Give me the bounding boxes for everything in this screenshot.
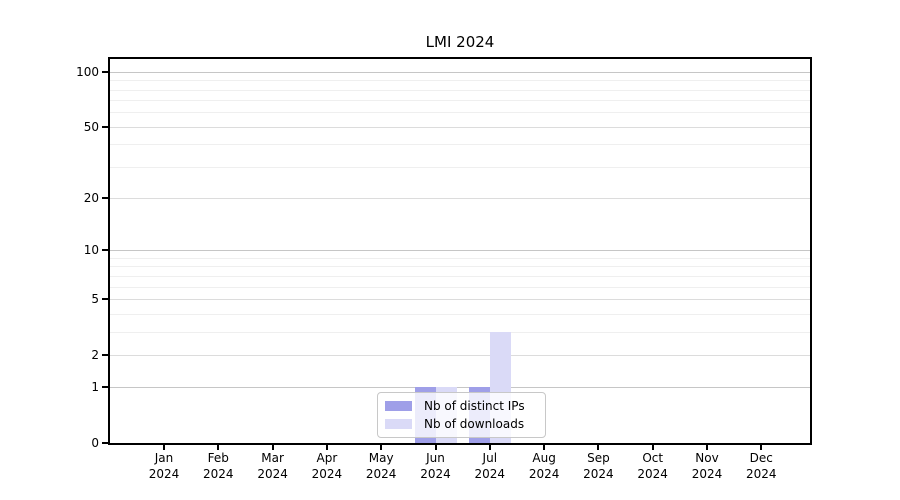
x-tick-label: May 2024 bbox=[365, 451, 397, 481]
x-tick bbox=[488, 445, 491, 450]
chart-title: LMI 2024 bbox=[425, 33, 495, 51]
y-tick-label: 100 bbox=[76, 64, 99, 79]
y-gridline-major bbox=[110, 387, 810, 389]
legend-item-downloads: Nb of downloads bbox=[385, 417, 537, 431]
y-gridline-major bbox=[110, 298, 810, 300]
plot-area: Nb of distinct IPs Nb of downloads bbox=[108, 57, 812, 445]
bar-layer bbox=[110, 59, 810, 443]
x-tick-label: Feb 2024 bbox=[203, 451, 234, 481]
y-gridline-minor bbox=[110, 112, 810, 114]
x-tick-label: Jul 2024 bbox=[474, 451, 506, 481]
x-tick bbox=[217, 445, 220, 450]
x-tick bbox=[434, 445, 437, 450]
y-tick-label: 50 bbox=[83, 119, 99, 134]
x-tick bbox=[271, 445, 274, 450]
x-tick bbox=[597, 445, 600, 450]
x-tick-label: Jun 2024 bbox=[420, 451, 451, 481]
y-gridline-minor bbox=[110, 266, 810, 268]
y-gridline-minor bbox=[110, 100, 810, 102]
y-gridline-minor bbox=[110, 166, 810, 168]
x-tick-label: Dec 2024 bbox=[746, 451, 777, 481]
x-tick-label: Nov 2024 bbox=[691, 451, 723, 481]
y-tick-label: 10 bbox=[83, 243, 99, 258]
y-gridline-minor bbox=[110, 286, 810, 288]
y-gridline-minor bbox=[110, 275, 810, 277]
y-tick-label: 2 bbox=[91, 347, 99, 362]
y-gridline-minor bbox=[110, 89, 810, 91]
x-tick-label: Mar 2024 bbox=[257, 451, 288, 481]
legend: Nb of distinct IPs Nb of downloads bbox=[377, 392, 546, 438]
x-tick bbox=[380, 445, 383, 450]
legend-label-distinct-ips: Nb of distinct IPs bbox=[424, 399, 525, 413]
legend-label-downloads: Nb of downloads bbox=[424, 417, 525, 431]
x-tick-label: Sep 2024 bbox=[583, 451, 614, 481]
y-gridline-minor bbox=[110, 144, 810, 146]
y-gridline-minor bbox=[110, 257, 810, 259]
y-tick-label: 20 bbox=[83, 191, 99, 206]
legend-swatch-downloads bbox=[385, 419, 412, 429]
y-tick-label: 5 bbox=[91, 291, 99, 306]
x-tick-label: Jan 2024 bbox=[148, 451, 180, 481]
y-gridline-minor bbox=[110, 313, 810, 315]
y-tick-label: 1 bbox=[91, 380, 99, 395]
y-gridline-minor bbox=[110, 331, 810, 333]
x-tick bbox=[760, 445, 763, 450]
x-tick bbox=[325, 445, 328, 450]
y-gridline-major bbox=[110, 126, 810, 128]
x-tick bbox=[651, 445, 654, 450]
y-gridline-major bbox=[110, 354, 810, 356]
x-tick-label: Aug 2024 bbox=[528, 451, 560, 481]
x-tick bbox=[706, 445, 708, 450]
y-gridline-major bbox=[110, 71, 810, 73]
grid-layer bbox=[110, 59, 810, 443]
x-tick-label: Apr 2024 bbox=[311, 451, 343, 481]
legend-item-distinct-ips: Nb of distinct IPs bbox=[385, 399, 537, 413]
y-gridline-minor bbox=[110, 80, 810, 82]
x-tick-label: Oct 2024 bbox=[637, 451, 668, 481]
x-tick bbox=[163, 445, 165, 450]
y-tick-label: 0 bbox=[91, 436, 99, 450]
y-gridline-major bbox=[110, 198, 810, 200]
legend-swatch-distinct-ips bbox=[385, 401, 412, 411]
x-tick bbox=[543, 445, 546, 450]
y-gridline-major bbox=[110, 250, 810, 252]
